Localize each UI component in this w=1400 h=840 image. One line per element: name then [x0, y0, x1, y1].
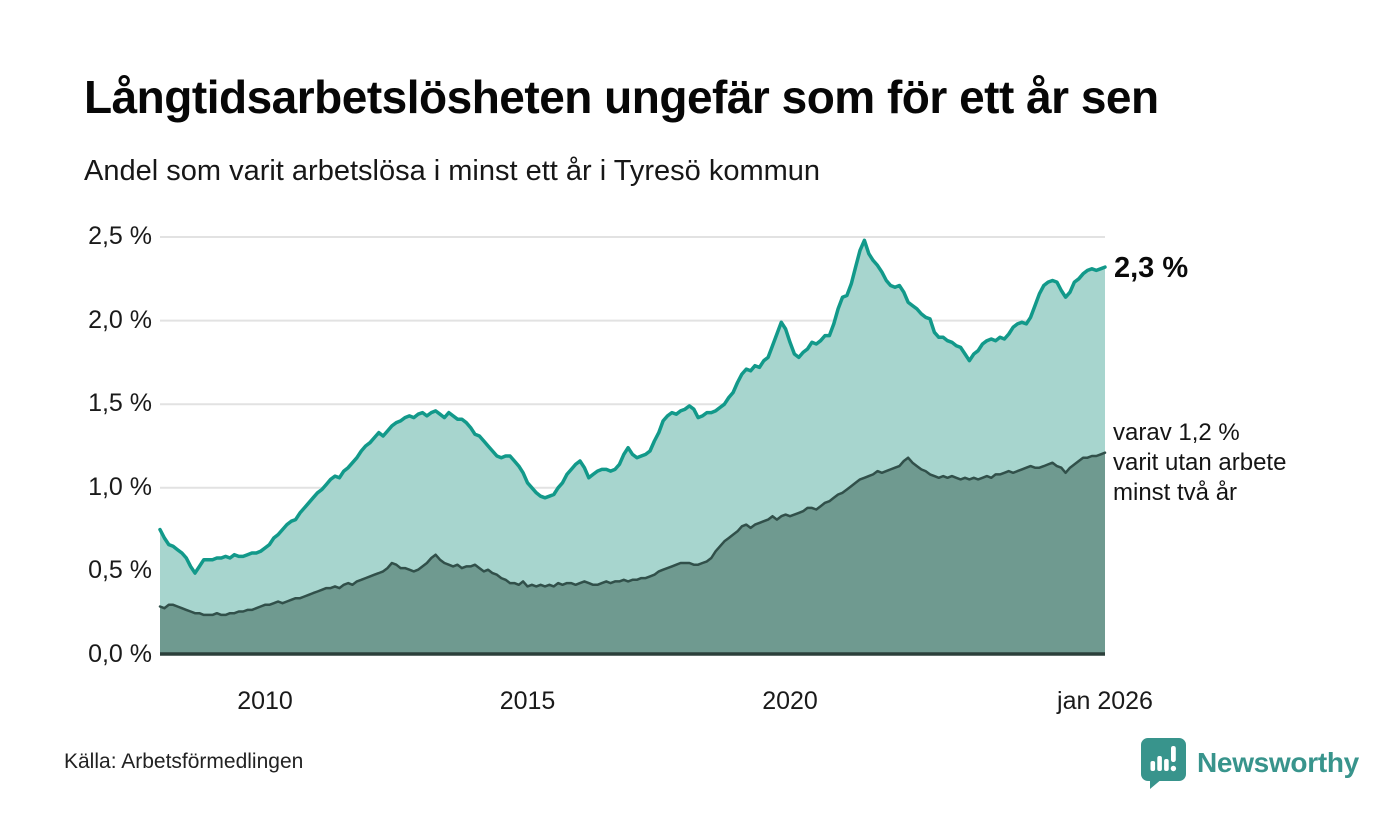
x-axis-tick-label: jan 2026: [1057, 687, 1153, 715]
breakdown-annotation: varav 1,2 % varit utan arbete minst två …: [1113, 418, 1286, 508]
lower-series-line: [158, 451, 1107, 617]
breakdown-line-3: minst två år: [1113, 479, 1238, 506]
latest-value-annotation: 2,3 %: [1114, 252, 1189, 284]
breakdown-line-2: varit utan arbete: [1113, 449, 1287, 476]
x-axis-tick-label: 2015: [499, 687, 556, 715]
y-axis-tick-label: 0,5 %: [88, 556, 152, 585]
y-axis-tick-label: 2,5 %: [88, 222, 152, 250]
y-axis-tick-label: 1,0 %: [88, 472, 152, 501]
y-axis-tick-label: 2,0 %: [88, 305, 152, 334]
y-axis-tick-label: 0,0 %: [88, 640, 152, 668]
lower-series-area: [160, 452, 1105, 655]
upper-series-line: [158, 238, 1107, 575]
chart-subtitle: Andel som varit arbetslösa i minst ett å…: [84, 155, 821, 187]
page-title: Långtidsarbetslösheten ungefär som för e…: [84, 71, 1159, 123]
source-credit: Källa: Arbetsförmedlingen: [64, 750, 304, 773]
newsworthy-bubble-chart-icon: [1140, 737, 1187, 789]
brand-logo: Newsworthy: [1140, 736, 1359, 790]
brand-name: Newsworthy: [1197, 747, 1359, 778]
breakdown-line-1: varav 1,2 %: [1113, 419, 1240, 446]
x-axis-tick-label: 2010: [237, 687, 293, 715]
y-axis-tick-label: 1,5 %: [88, 389, 152, 418]
x-axis-tick-label: 2020: [762, 687, 818, 715]
